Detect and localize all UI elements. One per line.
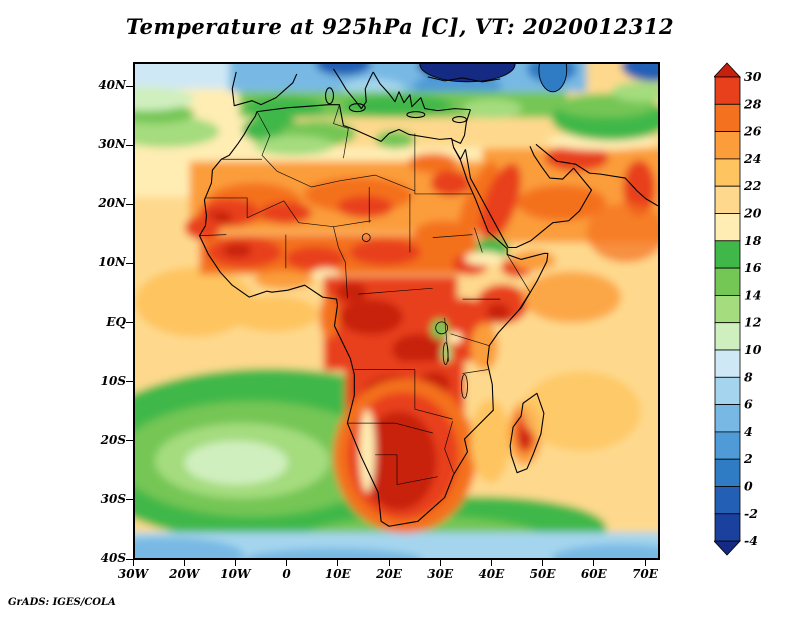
y-tick-label: 10S: [100, 373, 126, 388]
x-tick-mark: [490, 560, 492, 566]
colorbar-segment: [714, 213, 741, 242]
colorbar: 30 28 26 24 22 20 18 16 14 12 10 8 6 4 2…: [714, 62, 762, 556]
colorbar-label: 6: [744, 397, 753, 412]
x-tick-label: 0: [282, 567, 291, 581]
x-tick-label: 10E: [324, 567, 351, 581]
y-tick-mark: [126, 262, 133, 264]
colorbar-label: 28: [743, 96, 762, 111]
x-tick-label: 30W: [117, 567, 149, 581]
x-tick-mark: [337, 560, 339, 566]
colorbar-label: -4: [744, 533, 758, 548]
x-tick-label: 30E: [427, 567, 454, 581]
x-tick-mark: [439, 560, 441, 566]
x-tick-label: 20W: [169, 567, 200, 581]
y-tick-label: 10N: [98, 255, 126, 270]
country-borders-layer: [199, 104, 531, 485]
colorbar-segment: [714, 294, 741, 324]
x-tick-mark: [234, 560, 236, 566]
colorbar-segment: [714, 158, 741, 187]
y-tick-mark: [126, 499, 133, 501]
colorbar-segment: [714, 185, 741, 214]
colorbar-label: 10: [744, 342, 762, 357]
y-tick-label: 30N: [98, 137, 126, 152]
x-tick-mark: [183, 560, 185, 566]
coastlines-layer: [198, 64, 658, 527]
y-tick-label: 40N: [98, 78, 126, 92]
colorbar-label: 2: [743, 451, 753, 466]
y-tick-label: 20N: [98, 196, 126, 211]
colorbar-segment: [714, 458, 741, 487]
x-tick-mark: [286, 560, 288, 566]
colorbar-label: 24: [743, 151, 761, 166]
x-tick-mark: [542, 560, 544, 566]
colorbar-label: 26: [743, 124, 762, 139]
colorbar-segment: [714, 322, 741, 351]
y-tick-mark: [126, 203, 133, 205]
y-tick-mark: [126, 440, 133, 442]
colorbar-segment: [714, 431, 741, 460]
colorbar-segment: [714, 513, 741, 542]
colorbar-label: 12: [744, 315, 762, 330]
colorbar-segment: [714, 103, 741, 132]
colorbar-label: 16: [744, 260, 762, 275]
x-tick-label: 50E: [529, 567, 556, 581]
x-tick-mark: [644, 560, 646, 566]
colorbar-segment: [714, 240, 741, 269]
plot-area: [133, 62, 660, 560]
y-tick-label: 30S: [100, 491, 126, 506]
temperature-field-layer: [135, 64, 658, 558]
x-tick-label: 70E: [632, 567, 658, 581]
colorbar-label: 8: [744, 369, 753, 384]
colorbar-segment: [714, 131, 741, 160]
y-tick-label: EQ: [106, 314, 126, 329]
colorbar-label: 0: [744, 479, 753, 494]
y-tick-mark: [126, 558, 133, 560]
colorbar-label: 4: [744, 424, 753, 439]
y-tick-mark: [126, 85, 133, 87]
colorbar-segment: [714, 486, 741, 515]
x-tick-label: 60E: [580, 567, 607, 581]
y-tick-label: 20S: [100, 432, 126, 447]
chart-title: Temperature at 925hPa [C], VT: 202001231…: [125, 14, 675, 39]
colorbar-label: 14: [744, 287, 761, 302]
colorbar-segment: [714, 349, 741, 378]
x-tick-mark: [132, 560, 134, 566]
y-tick-mark: [126, 144, 133, 146]
colorbar-segment: [714, 376, 741, 405]
x-tick-label: 20E: [376, 567, 402, 581]
colorbar-label: 30: [744, 69, 762, 84]
x-tick-label: 40E: [478, 567, 505, 581]
y-tick-mark: [126, 322, 133, 323]
colorbar-arrow-top: [714, 62, 741, 78]
colorbar-segment: [714, 267, 741, 296]
colorbar-label: 18: [744, 233, 762, 248]
x-tick-mark: [593, 560, 595, 566]
colorbar-label: 22: [743, 178, 762, 193]
x-tick-mark: [388, 560, 390, 566]
colorbar-label: -2: [744, 506, 758, 521]
colorbar-label: 20: [743, 206, 762, 221]
y-tick-mark: [126, 381, 133, 383]
colorbar-arrow-bottom: [714, 540, 741, 556]
credit-text: GrADS: IGES/COLA: [8, 597, 116, 608]
x-tick-label: 10W: [220, 567, 251, 581]
temperature-map: [135, 64, 658, 558]
y-tick-label: 40S: [100, 551, 126, 565]
colorbar-segment: [714, 76, 741, 105]
colorbar-segment: [714, 404, 741, 433]
